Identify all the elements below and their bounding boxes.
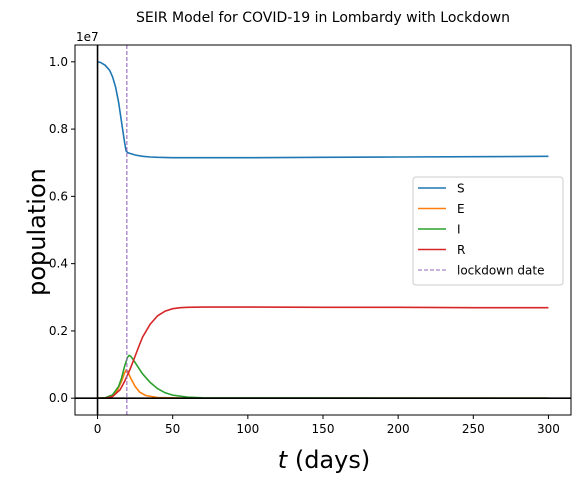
legend-label-lockdown-date: lockdown date — [457, 264, 544, 278]
y-tick-label: 0.0 — [49, 391, 68, 405]
y-tick-label: 0.8 — [49, 122, 68, 136]
y-axis-ticks: 0.0 0.2 0.4 0.6 0.8 1.0 — [49, 55, 75, 405]
chart-title: SEIR Model for COVID-19 in Lombardy with… — [136, 10, 510, 26]
y-offset-text: 1e7 — [76, 30, 99, 44]
y-tick-label: 0.2 — [49, 324, 68, 338]
plot-area: 0 50 100 150 200 250 300 0.0 0.2 0.4 0.6 0.8 1.0 — [49, 44, 572, 436]
x-axis-label-unit: (days) — [287, 446, 370, 474]
y-tick-label: 1.0 — [49, 55, 68, 69]
legend-label-i: I — [457, 223, 461, 237]
x-axis-label-variable: t — [278, 446, 289, 474]
x-tick-label: 100 — [236, 422, 259, 436]
x-axis-label: t (days) — [278, 446, 370, 474]
x-tick-label: 150 — [312, 422, 335, 436]
series-line-e — [97, 369, 549, 399]
series-line-i — [97, 354, 549, 399]
series-layer — [97, 61, 549, 399]
y-tick-label: 0.6 — [49, 189, 68, 203]
x-tick-label: 300 — [537, 422, 560, 436]
y-tick-label: 0.4 — [49, 257, 68, 271]
legend-label-s: S — [457, 182, 465, 196]
x-tick-label: 200 — [387, 422, 410, 436]
x-axis-ticks: 0 50 100 150 200 250 300 — [94, 415, 560, 436]
y-axis-label: population — [23, 168, 51, 296]
x-tick-label: 50 — [165, 422, 180, 436]
reference-lines — [75, 45, 571, 415]
legend-label-r: R — [457, 243, 465, 257]
series-line-s — [97, 61, 549, 159]
x-tick-label: 0 — [94, 422, 102, 436]
legend-label-e: E — [457, 202, 465, 216]
x-tick-label: 250 — [462, 422, 485, 436]
series-line-r — [97, 306, 549, 399]
legend-box — [412, 176, 564, 286]
